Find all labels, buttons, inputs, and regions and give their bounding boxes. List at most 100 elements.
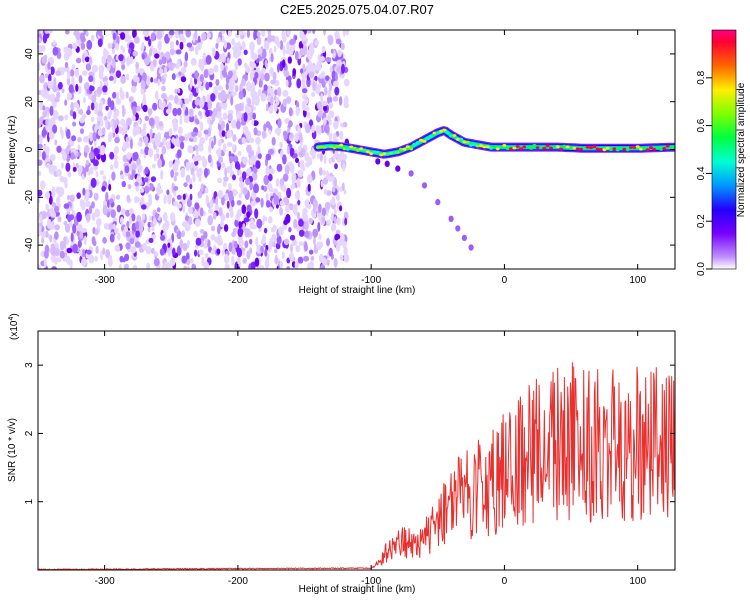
noise-cell bbox=[278, 127, 282, 134]
noise-cell bbox=[238, 30, 244, 36]
noise-cell bbox=[293, 218, 298, 229]
noise-cell bbox=[148, 117, 155, 127]
noise-cell bbox=[325, 56, 332, 63]
noise-cell bbox=[155, 90, 159, 101]
noise-cell bbox=[232, 74, 238, 81]
noise-cell bbox=[181, 255, 187, 264]
noise-cell bbox=[176, 245, 182, 256]
noise-cell bbox=[42, 33, 48, 44]
snr-x-tick-label: -200 bbox=[228, 576, 248, 587]
noise-cell bbox=[236, 200, 242, 206]
noise-cell bbox=[262, 215, 266, 222]
noise-cell bbox=[72, 166, 77, 172]
ridge-cell bbox=[522, 145, 527, 149]
noise-cell bbox=[66, 256, 71, 265]
noise-cell bbox=[126, 56, 131, 67]
noise-cell bbox=[286, 145, 290, 155]
ridge-cell bbox=[369, 152, 374, 156]
noise-cell bbox=[82, 230, 88, 239]
noise-cell bbox=[103, 115, 108, 121]
noise-cell bbox=[41, 129, 46, 137]
noise-cell bbox=[77, 137, 82, 143]
noise-cell bbox=[189, 193, 193, 201]
noise-cell bbox=[322, 258, 328, 266]
noise-cell bbox=[295, 106, 300, 117]
noise-cell bbox=[260, 73, 265, 82]
noise-cell bbox=[174, 159, 180, 166]
noise-cell bbox=[98, 65, 105, 74]
noise-cell bbox=[254, 257, 260, 267]
noise-cell bbox=[88, 254, 95, 264]
ridge-cell bbox=[659, 147, 663, 151]
ridge-cell bbox=[339, 143, 344, 147]
noise-cell bbox=[102, 205, 108, 216]
noise-cell bbox=[154, 251, 159, 257]
noise-cell bbox=[198, 249, 204, 256]
noise-cell bbox=[38, 159, 43, 166]
noise-cell bbox=[318, 81, 322, 90]
noise-cell bbox=[158, 68, 164, 75]
noise-cell bbox=[159, 248, 165, 256]
ridge-cell bbox=[359, 147, 364, 151]
noise-cell bbox=[186, 259, 191, 266]
noise-cell bbox=[125, 209, 131, 217]
noise-cell bbox=[141, 204, 147, 210]
noise-cell bbox=[331, 186, 336, 193]
noise-cell bbox=[60, 162, 65, 169]
noise-cell bbox=[193, 210, 199, 219]
noise-cell bbox=[142, 30, 148, 36]
noise-cell bbox=[148, 148, 154, 158]
secondary-branch-point bbox=[384, 160, 390, 167]
ridge-cell bbox=[552, 145, 557, 149]
noise-cell bbox=[57, 216, 62, 223]
noise-cell bbox=[132, 264, 138, 269]
noise-cell bbox=[183, 61, 188, 68]
noise-cell bbox=[279, 178, 285, 186]
snr-multiplier-close: ) bbox=[9, 313, 20, 316]
noise-cell bbox=[232, 134, 237, 142]
noise-cell bbox=[306, 111, 311, 119]
noise-cell bbox=[255, 160, 261, 169]
noise-cell bbox=[237, 258, 241, 267]
noise-cell bbox=[103, 50, 110, 56]
noise-cell bbox=[67, 194, 71, 201]
noise-cell bbox=[46, 111, 50, 118]
noise-cell bbox=[294, 191, 300, 200]
noise-cell bbox=[57, 81, 63, 90]
noise-cell bbox=[249, 247, 253, 255]
noise-cell bbox=[189, 183, 193, 190]
noise-cell bbox=[306, 77, 311, 88]
noise-cell bbox=[125, 91, 129, 99]
noise-cell bbox=[200, 183, 204, 192]
ridge-cell bbox=[352, 146, 357, 150]
noise-cell bbox=[257, 48, 263, 55]
noise-cell bbox=[260, 245, 264, 254]
noise-cell bbox=[79, 198, 84, 208]
noise-cell bbox=[315, 63, 320, 72]
noise-cell bbox=[199, 207, 204, 217]
noise-cell bbox=[220, 162, 226, 169]
noise-cell bbox=[334, 31, 340, 38]
noise-cell bbox=[232, 174, 236, 181]
noise-cell bbox=[286, 41, 290, 50]
noise-cell bbox=[172, 247, 176, 256]
noise-cell bbox=[332, 80, 339, 88]
noise-cell bbox=[339, 130, 344, 140]
noise-cell bbox=[224, 263, 230, 269]
noise-cell bbox=[302, 63, 306, 72]
noise-cell bbox=[94, 108, 99, 115]
noise-cell bbox=[225, 122, 230, 133]
noise-cell bbox=[115, 98, 122, 105]
noise-cell bbox=[226, 141, 233, 148]
noise-cell bbox=[54, 224, 60, 231]
noise-cell bbox=[226, 57, 230, 64]
noise-cell bbox=[242, 156, 248, 165]
noise-cell bbox=[330, 48, 334, 54]
noise-cell bbox=[50, 66, 55, 75]
ridge-cell bbox=[645, 148, 650, 152]
ridge-cell bbox=[562, 144, 567, 148]
noise-cell bbox=[319, 241, 324, 249]
noise-cell bbox=[70, 69, 74, 77]
noise-cell bbox=[273, 45, 277, 53]
noise-cell bbox=[64, 181, 68, 189]
